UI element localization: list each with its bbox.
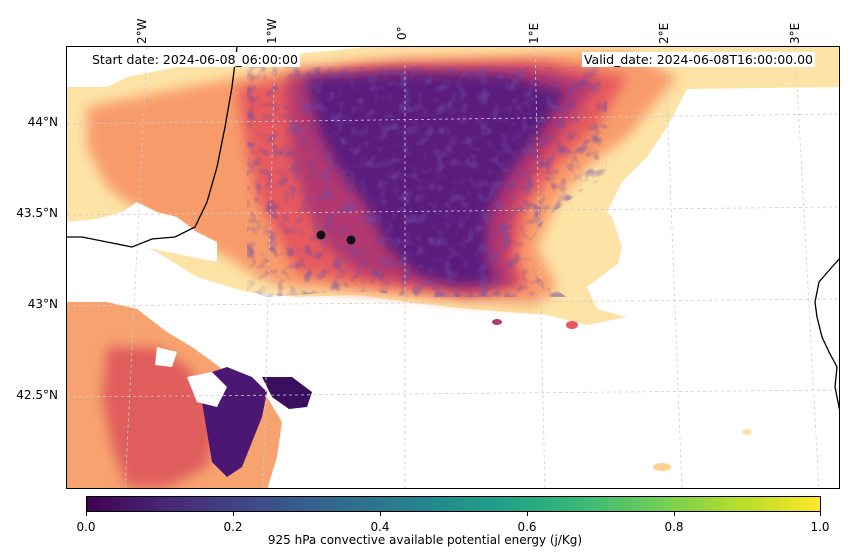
cape-patch-se-2 — [742, 429, 752, 435]
colorbar-tick-0-4: 0.4 — [370, 520, 390, 534]
cape-patch-se-3 — [566, 321, 578, 329]
cape-field-map — [67, 47, 839, 488]
lat-tick-42-5n: 42.5°N — [16, 388, 58, 402]
gridline-lon-1w — [262, 47, 276, 488]
gridline-lon-2e — [664, 47, 683, 488]
colorbar — [86, 496, 821, 512]
colorbar-tickmark-5 — [820, 512, 821, 516]
lon-tick-2e: 2°E — [657, 22, 671, 44]
lon-tick-1w: 1°W — [265, 18, 279, 45]
gridline-lon-1e — [534, 47, 546, 488]
colorbar-tickmark-0 — [86, 512, 87, 516]
lon-tick-1e: 1°E — [527, 22, 541, 44]
colorbar-tick-0-2: 0.2 — [223, 520, 243, 534]
no-data-area-west — [67, 202, 217, 262]
marker-point-1 — [316, 230, 326, 240]
colorbar-tickmark-4 — [674, 512, 675, 516]
start-date-label: Start date: 2024-06-08_06:00:00 — [90, 52, 300, 67]
colorbar-tickmark-2 — [380, 512, 381, 516]
colorbar-tick-0: 0.0 — [76, 520, 96, 534]
cape-south-red — [102, 347, 217, 487]
colorbar-tickmark-3 — [527, 512, 528, 516]
no-data-gap-2 — [155, 347, 177, 367]
marker-point-2 — [346, 235, 356, 245]
lon-tick-2w: 2°W — [135, 18, 149, 45]
lon-tick-3e: 3°E — [788, 22, 802, 44]
lon-tick-0: 0° — [395, 26, 409, 40]
cape-field — [67, 47, 839, 488]
lat-tick-43n: 43°N — [27, 297, 58, 311]
colorbar-tickmark-1 — [233, 512, 234, 516]
valid-date-label: Valid_date: 2024-06-08T16:00:00.00 — [581, 52, 815, 67]
map-panel — [66, 46, 840, 489]
lat-tick-44n: 44°N — [27, 115, 58, 129]
colorbar-tick-0-6: 0.6 — [517, 520, 537, 534]
colorbar-label: 925 hPa convective available potential e… — [267, 533, 583, 547]
no-data-gap-1 — [187, 372, 227, 407]
coastline-east — [814, 258, 839, 411]
cape-patch-se-1 — [653, 463, 671, 471]
colorbar-tick-1: 1.0 — [810, 520, 830, 534]
gridline-lon-2w — [124, 47, 148, 488]
coastline-west — [67, 47, 238, 248]
cape-pyrenees-patch — [262, 377, 312, 409]
cape-patch-se-4 — [492, 319, 502, 325]
gridline-lon-3e — [794, 47, 820, 488]
lat-tick-43-5n: 43.5°N — [16, 206, 58, 220]
colorbar-tick-0-8: 0.8 — [664, 520, 684, 534]
gridlines — [67, 47, 839, 488]
